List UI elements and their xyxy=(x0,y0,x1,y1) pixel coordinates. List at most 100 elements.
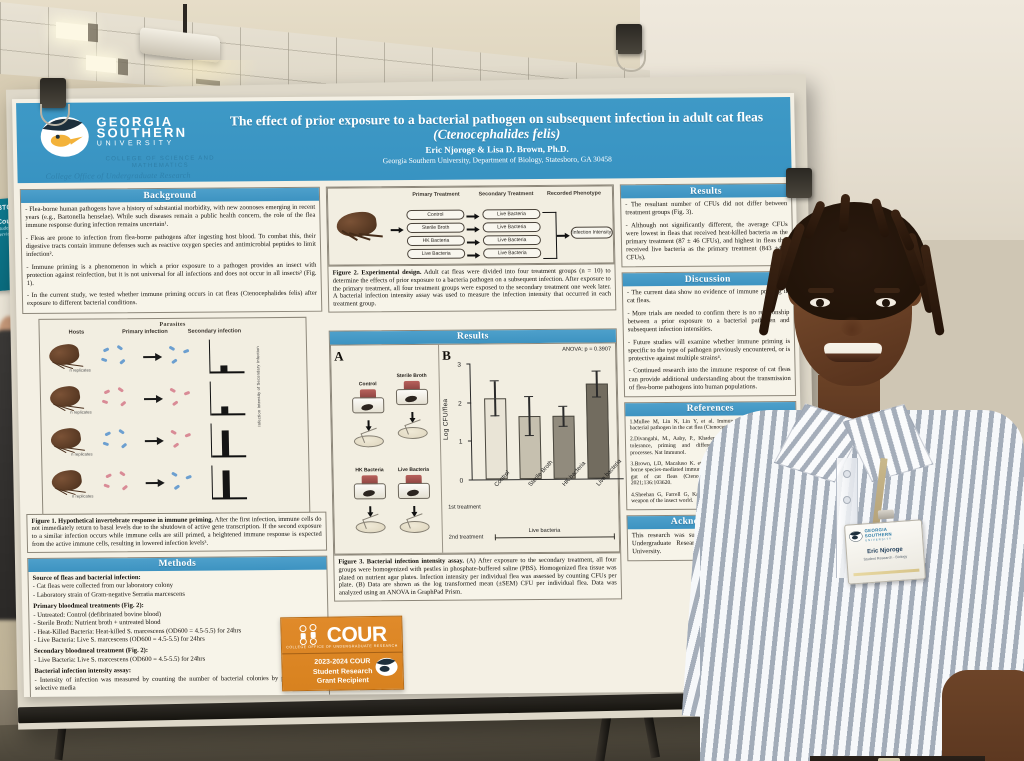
cour-grant-badge: COUR COLLEGE OFFICE OF UNDERGRADUATE RES… xyxy=(280,615,405,692)
board-clip-far-right xyxy=(786,168,812,198)
figure1-arrow-icon xyxy=(144,393,164,403)
figure1-bar-chart xyxy=(209,380,253,416)
chart-y-axis-label: Log CFU/flea xyxy=(441,398,450,440)
shirt-button xyxy=(843,496,851,504)
cour-badge-bottom: 2023-2024 COUR Student Research Grant Re… xyxy=(282,653,403,687)
figure1-row: n replicates xyxy=(45,461,306,503)
pupil-left xyxy=(816,298,824,307)
ceiling-light xyxy=(86,55,116,74)
figure2-primary-column: Control Sterile Broth HK Bacteria Live B… xyxy=(406,209,466,260)
dish-group-live-bacteria: Live Bacteria xyxy=(381,466,446,534)
figure3-panel-a: A Control Sterile Broth xyxy=(330,344,446,554)
chart-xlabel-1st: 1st treatment xyxy=(448,504,481,511)
figure1-header-primary: Primary infection xyxy=(122,328,168,335)
figure2-header-secondary: Secondary Treatment xyxy=(478,191,534,198)
hair-locs xyxy=(782,202,926,320)
figure2-flea-illustration xyxy=(334,210,393,250)
figure2-arrow-icon xyxy=(466,212,480,220)
poster-title-block: The effect of prior exposure to a bacter… xyxy=(206,109,787,167)
figure1-replicate-note: n replicates xyxy=(71,451,93,457)
figure2-arrow-icon xyxy=(557,232,571,240)
flea-illustration: n replicates xyxy=(45,424,100,458)
figure1-bar-chart xyxy=(211,464,255,500)
background-bullet: - In the current study, we tested whethe… xyxy=(26,290,318,308)
figure2-phenotype-pill: Infection Intensity xyxy=(570,226,613,239)
dish-label-live-bacteria: Live Bacteria xyxy=(397,466,430,474)
figure1-replicate-note: n replicates xyxy=(71,493,94,499)
figure1-header-secondary: Secondary infection xyxy=(187,327,242,335)
primary-infection-bacteria xyxy=(99,426,146,456)
figure2-arrow-icon xyxy=(391,226,405,234)
errorbar-sterile-broth xyxy=(528,397,531,417)
ceiling-vent xyxy=(118,58,128,76)
belt-buckle xyxy=(878,758,900,761)
errorbar-cap-sterile-broth xyxy=(524,395,534,398)
errorbar-hk-bacteria-low xyxy=(562,416,565,427)
research-poster: GEORGIA SOUTHERN UNIVERSITY COLLEGE OF S… xyxy=(11,92,807,698)
projector-mount-rod xyxy=(183,4,187,36)
figure2-header-phenotype: Recorded Phenotype xyxy=(546,190,602,197)
background-bullet: - Fleas are prone to infection from flea… xyxy=(25,232,317,258)
chart-2nd-treatment-span xyxy=(494,536,615,539)
errorbar-live-bacteria xyxy=(595,371,598,385)
badge-clip xyxy=(877,509,895,520)
secondary-infection-bacteria xyxy=(165,425,212,455)
pupil-right xyxy=(882,298,890,307)
chart-ytick-1: 1 xyxy=(458,438,463,446)
figure2-secondary-4: Live Bacteria xyxy=(483,247,542,259)
board-clip-arm-right xyxy=(616,50,646,72)
name-badge: GEORGIA SOUTHERN UNIVERSITY Eric Njoroge… xyxy=(844,519,926,585)
figure2-primary-sterile-broth: Sterile Broth xyxy=(406,222,465,234)
chart-xlabel-2nd: 2nd treatment xyxy=(448,534,484,541)
figure2-secondary-column: Live Bacteria Live Bacteria Live Bacteri… xyxy=(482,208,542,259)
figure1-caption: Figure 1. Hypothetical invertebrate resp… xyxy=(27,512,326,552)
forearm xyxy=(942,670,1024,761)
flea-illustration: n replicates xyxy=(45,466,100,500)
background-bullet: - Immune priming is a phenomenon in whic… xyxy=(26,261,317,287)
presenter: GEORGIA SOUTHERN UNIVERSITY Eric Njoroge… xyxy=(681,170,1024,761)
methods-group: Source of fleas and bacterial infection:… xyxy=(33,572,324,600)
panel-a-label: A xyxy=(334,348,344,364)
figure1-replicate-note: n replicates xyxy=(70,409,92,415)
agar-plate-icon xyxy=(397,426,428,440)
eagle-logo-icon xyxy=(40,116,89,157)
chart-ytick-3: 3 xyxy=(457,361,462,369)
background-body: - Flea-borne human pathogens have a hist… xyxy=(21,201,321,313)
figure2-secondary-3: Live Bacteria xyxy=(482,234,542,246)
figure1-header-hosts: Hosts xyxy=(68,329,85,336)
cour-office-name: College Office of Undergraduate Research xyxy=(45,170,191,181)
agar-plate-icon xyxy=(399,520,430,534)
figure2-secondary-1: Live Bacteria xyxy=(482,208,541,220)
eyebrow-right xyxy=(874,288,900,293)
figure2-panel: Primary Treatment Secondary Treatment Re… xyxy=(325,184,617,313)
figure1-caption-panel: Figure 1. Hypothetical invertebrate resp… xyxy=(26,511,328,553)
primary-infection-bacteria xyxy=(98,384,145,414)
figure2-primary-live-bacteria: Live Bacteria xyxy=(407,248,466,260)
figure1-replicate-note: n replicates xyxy=(69,367,91,373)
vial-icon xyxy=(396,474,433,505)
shirt-button xyxy=(843,470,851,478)
flea-illustration: n replicates xyxy=(43,340,98,374)
errorbar-control xyxy=(494,381,496,399)
figure2-primary-control: Control xyxy=(406,209,465,221)
errorbar-hk-bacteria xyxy=(562,406,565,417)
secondary-infection-bacteria xyxy=(164,383,211,413)
agar-plate-icon xyxy=(353,435,385,448)
flea-illustration: n replicates xyxy=(44,382,99,416)
figure2-caption: Figure 2. Experimental design. Adult cat… xyxy=(328,263,616,312)
errorbar-live-bacteria-low xyxy=(596,384,598,398)
poster-column-middle: Primary Treatment Secondary Treatment Re… xyxy=(325,184,624,606)
figure1-row: n replicates xyxy=(44,377,305,419)
chart-y-axis xyxy=(469,364,473,481)
figure3-caption-bold: Figure 3. Bacterial infection intensity … xyxy=(338,557,465,566)
badge-org-text: GEORGIA SOUTHERN UNIVERSITY xyxy=(864,526,892,543)
agar-plate-icon xyxy=(355,521,386,534)
vial-icon xyxy=(394,380,431,411)
errorbar-cap-hk-bacteria xyxy=(558,405,568,407)
figure1-arrow-icon xyxy=(143,351,163,361)
errorbar-cap-control xyxy=(490,380,500,382)
eyebrow-left xyxy=(808,288,834,293)
figure1-wrapper: Parasites Hosts Primary infection Second… xyxy=(22,316,326,515)
results-figure-panel: Results A Control xyxy=(328,328,624,602)
